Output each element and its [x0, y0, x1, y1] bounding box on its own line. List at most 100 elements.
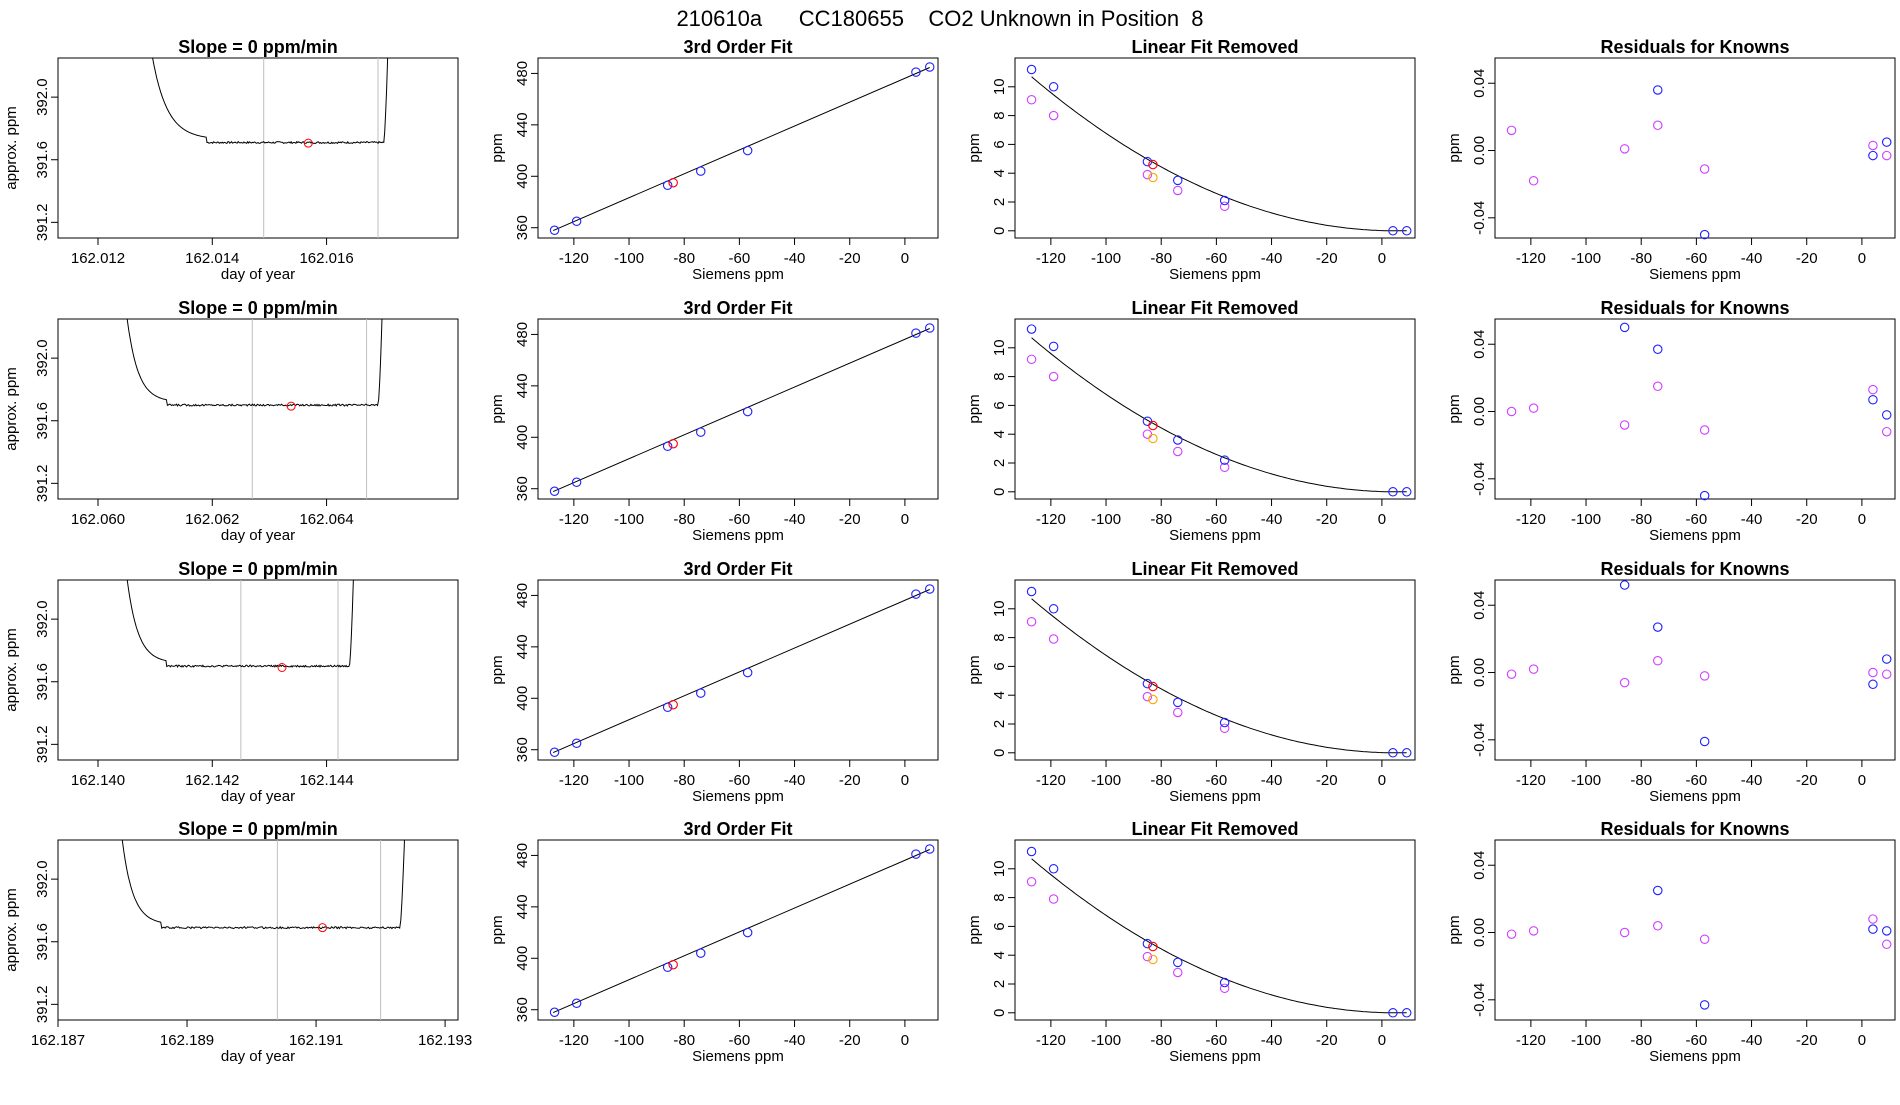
x-tick-label: -100 — [1571, 1032, 1601, 1049]
y-tick-label: 400 — [514, 425, 531, 450]
data-point-blue — [1653, 885, 1663, 896]
panel-title: Slope = 0 ppm/min — [178, 37, 338, 57]
y-axis-label: ppm — [966, 133, 983, 162]
y-tick-label: 392.0 — [34, 339, 51, 377]
data-point-blue — [549, 1007, 560, 1018]
panel-title: 3rd Order Fit — [683, 37, 792, 57]
data-point-magenta — [1048, 894, 1059, 904]
data-point-magenta — [1881, 939, 1892, 950]
data-point-blue — [1026, 586, 1037, 597]
y-tick-label: 440 — [514, 634, 531, 659]
x-tick-label: -100 — [614, 250, 644, 267]
x-tick-label: -100 — [614, 772, 644, 789]
y-tick-label: 391.6 — [34, 663, 51, 701]
x-tick-label: 162.016 — [299, 250, 353, 267]
data-point-magenta — [1173, 707, 1183, 718]
y-tick-label: 392.0 — [34, 860, 51, 898]
x-tick-label: 162.060 — [71, 511, 125, 528]
data-point-blue — [549, 225, 560, 236]
plot-frame — [537, 57, 939, 239]
x-tick-label: -80 — [1630, 511, 1652, 528]
y-tick-label: 360 — [514, 215, 531, 240]
data-point-magenta — [1048, 110, 1059, 121]
x-tick-label: -20 — [839, 250, 861, 267]
y-axis-label: ppm — [489, 133, 506, 162]
data-point-blue — [1699, 1000, 1710, 1010]
panel-title: Residuals for Knowns — [1600, 298, 1789, 318]
x-tick-label: -40 — [784, 511, 806, 528]
x-axis-label: day of year — [221, 527, 295, 544]
data-point-blue — [1026, 64, 1037, 75]
data-point-blue — [1619, 322, 1630, 333]
y-axis-label: ppm — [1446, 394, 1463, 423]
y-tick-label: 0.00 — [1471, 136, 1488, 165]
data-point-magenta — [1653, 381, 1663, 392]
y-axis-label: approx. ppm — [3, 367, 20, 450]
data-point-blue — [1653, 85, 1663, 95]
plot-frame — [537, 839, 939, 1021]
plot-frame — [57, 579, 459, 761]
x-tick-label: -80 — [1630, 1032, 1652, 1049]
panel-title: Residuals for Knowns — [1600, 37, 1789, 57]
y-axis-label: ppm — [1446, 133, 1463, 162]
x-tick-label: -120 — [1036, 250, 1066, 267]
y-tick-label: 6 — [991, 922, 1008, 930]
analyzer-trace-line — [126, 319, 383, 407]
data-point-blue — [1881, 926, 1892, 936]
x-tick-label: -100 — [1571, 511, 1601, 528]
x-axis-label: Siemens ppm — [692, 1048, 784, 1065]
x-tick-label: 0 — [901, 250, 909, 267]
y-tick-label: 0.00 — [1471, 658, 1488, 687]
x-tick-label: -60 — [1206, 250, 1228, 267]
data-point-blue — [1142, 416, 1153, 426]
x-tick-label: 162.142 — [185, 772, 239, 789]
x-tick-label: 0 — [1858, 772, 1866, 789]
data-point-blue — [696, 166, 706, 176]
x-tick-label: -60 — [729, 250, 751, 267]
x-tick-label: -20 — [839, 772, 861, 789]
data-point-magenta — [1219, 983, 1230, 994]
data-point-magenta — [1506, 929, 1517, 939]
y-axis-label: approx. ppm — [3, 628, 20, 711]
x-tick-label: -40 — [784, 772, 806, 789]
x-tick-label: 0 — [901, 772, 909, 789]
panel-r4-c4: Residuals for Knowns -120 -100 -80 -60 -40 -20… — [1446, 819, 1896, 1065]
y-tick-label: 480 — [514, 322, 531, 347]
x-tick-label: -40 — [784, 250, 806, 267]
plot-frame — [57, 57, 459, 239]
x-tick-label: -100 — [1571, 250, 1601, 267]
x-tick-label: -40 — [1741, 772, 1763, 789]
y-tick-label: 480 — [514, 843, 531, 868]
x-tick-label: -100 — [1091, 511, 1121, 528]
y-tick-label: -0.04 — [1471, 983, 1488, 1017]
data-point-blue — [1219, 455, 1230, 465]
data-point-magenta — [1528, 403, 1539, 413]
x-tick-label: -60 — [729, 511, 751, 528]
panel-r2-c3: Linear Fit Removed -120 -100 -80 -60 -40 -20 0 0… — [966, 298, 1416, 544]
x-tick-label: 0 — [1378, 1032, 1386, 1049]
data-point-red — [668, 177, 678, 188]
fit-curve — [1031, 76, 1407, 232]
panel-title: 3rd Order Fit — [683, 559, 792, 579]
x-tick-label: 162.193 — [418, 1032, 472, 1049]
panel-r4-c1: Slope = 0 ppm/min 162.187 162.189 162.191 16… — [3, 819, 472, 1065]
data-point-orange — [1148, 433, 1158, 444]
y-tick-label: 8 — [991, 111, 1008, 119]
y-tick-label: 0 — [991, 488, 1008, 496]
x-tick-label: 162.187 — [31, 1032, 85, 1049]
panel-title: Slope = 0 ppm/min — [178, 559, 338, 579]
x-tick-label: -60 — [1686, 250, 1708, 267]
data-point-blue — [924, 62, 935, 72]
x-tick-label: 0 — [901, 1032, 909, 1049]
x-tick-label: 162.144 — [299, 772, 353, 789]
data-point-blue — [1401, 487, 1412, 497]
x-tick-label: -120 — [1036, 511, 1066, 528]
y-tick-label: 10 — [991, 860, 1008, 877]
y-tick-label: 360 — [514, 737, 531, 762]
panel-r2-c2: 3rd Order Fit -120 -100 -80 -60 -40 -20 0 360 400… — [489, 298, 939, 544]
data-point-magenta — [1219, 462, 1230, 473]
y-tick-label: 391.2 — [34, 726, 51, 764]
y-tick-label: 4 — [991, 430, 1008, 438]
data-point-blue — [1026, 846, 1037, 857]
